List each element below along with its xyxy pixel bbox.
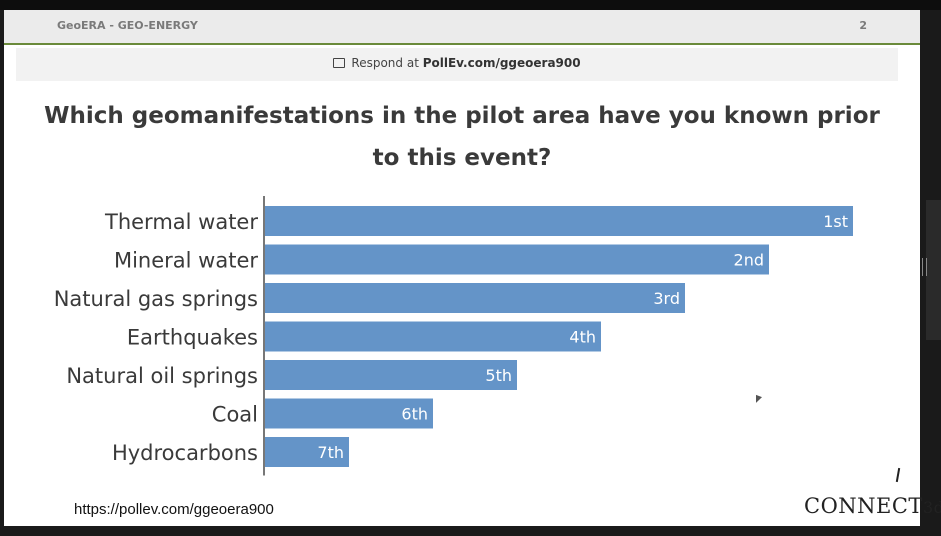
slide-header: GeoERA - GEO-ENERGY 2: [4, 10, 920, 45]
data-label-1: 1st: [823, 212, 848, 231]
data-label-4: 4th: [569, 328, 596, 347]
category-label-7: Hydrocarbons: [112, 441, 258, 465]
screen-icon: [333, 57, 346, 68]
data-label-2: 2nd: [734, 251, 764, 270]
grip-icon[interactable]: [922, 258, 927, 276]
bar-2: [265, 244, 769, 275]
logo-tail: 3d: [922, 498, 941, 517]
brand-label: GeoERA - GEO-ENERGY: [57, 19, 198, 32]
geoconnect3d-logo: CONNECT3d: [804, 494, 941, 518]
poll-question: Which geomanifestations in the pilot are…: [44, 103, 880, 171]
page-number: 2: [859, 19, 867, 32]
data-label-5: 5th: [485, 366, 512, 385]
category-label-1: Thermal water: [104, 210, 258, 234]
bar-3: [265, 283, 685, 313]
window-top-bar: [0, 0, 941, 10]
respond-text: Respond at PollEv.com/ggeoera900: [16, 56, 898, 70]
respond-url[interactable]: PollEv.com/ggeoera900: [422, 56, 581, 70]
bar-1: [265, 206, 853, 236]
category-label-6: Coal: [212, 403, 258, 427]
side-panel-handle[interactable]: [922, 200, 941, 340]
category-label-3: Natural gas springs: [54, 287, 258, 311]
category-label-5: Natural oil springs: [66, 364, 258, 388]
mouse-cursor-icon: [756, 394, 762, 406]
data-label-7: 7th: [317, 443, 344, 462]
logo-main: CONNECT: [804, 494, 923, 518]
data-label-3: 3rd: [653, 289, 680, 308]
respond-bar: Respond at PollEv.com/ggeoera900: [16, 48, 898, 81]
category-label-2: Mineral water: [114, 249, 258, 273]
bar-7: [265, 437, 349, 467]
bar-5: [265, 360, 517, 390]
footer-url[interactable]: https://pollev.com/ggeoera900: [74, 501, 274, 518]
data-label-6: 6th: [401, 405, 428, 424]
ranking-bar-chart: Thermal water 1st Mineral water 2nd Natural …: [54, 196, 853, 476]
category-label-4: Earthquakes: [127, 326, 258, 350]
respond-prefix: Respond at: [351, 56, 423, 70]
bar-6: [265, 398, 433, 429]
slide: GeoERA - GEO-ENERGY 2 Respond at PollEv.…: [4, 10, 941, 526]
bar-4: [265, 321, 601, 352]
